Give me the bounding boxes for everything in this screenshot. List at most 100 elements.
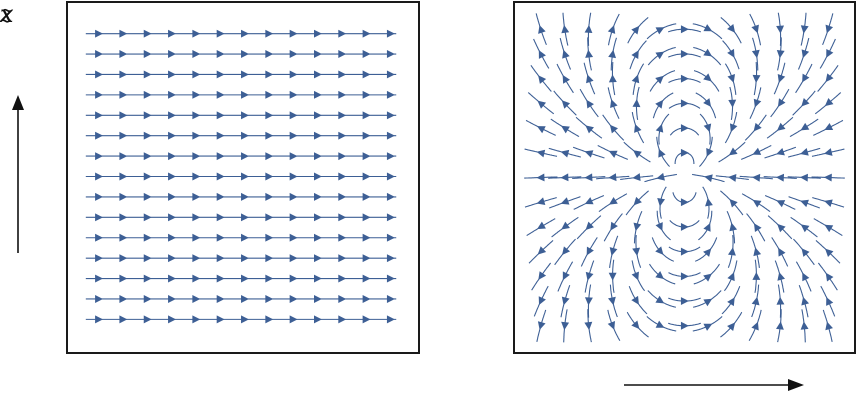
uniform-field-arrowhead: [265, 213, 274, 222]
uniform-field-arrowhead: [362, 29, 371, 38]
dipole-field-arrowhead: [703, 222, 711, 232]
uniform-field-arrowhead: [143, 295, 152, 303]
dipole-field-arrowhead: [538, 25, 546, 34]
uniform-field-arrowhead: [386, 192, 395, 201]
dipole-field-arrowhead: [826, 49, 834, 58]
dipole-field-arrowhead: [680, 272, 689, 281]
uniform-field-arrowhead: [265, 90, 274, 99]
uniform-field-arrowhead: [289, 50, 298, 58]
dipole-field-arrowhead: [680, 74, 689, 83]
dipole-field-arrowhead: [680, 50, 689, 58]
dipole-field-arrowhead: [704, 174, 713, 183]
dipole-field-arrowhead: [775, 173, 785, 182]
uniform-field-arrowhead: [241, 233, 249, 242]
x-axis-arrow: [12, 95, 24, 253]
dipole-field-arrowhead: [800, 321, 809, 330]
dipole-field-arrowhead: [562, 49, 570, 59]
uniform-field-arrowhead: [192, 70, 201, 79]
uniform-field-arrowhead: [289, 111, 298, 120]
dipole-field-arrowhead: [584, 173, 593, 182]
uniform-field-arrowhead: [192, 192, 201, 201]
dipole-field-arrowhead: [705, 197, 713, 207]
uniform-field-arrowhead: [192, 254, 201, 263]
uniform-field-arrowhead: [168, 233, 176, 242]
dipole-field-arrowhead: [703, 73, 712, 82]
uniform-field-arrowhead: [289, 213, 298, 222]
dipole-field-arrowhead: [658, 148, 666, 158]
dipole-field-arrowhead: [608, 196, 618, 205]
uniform-field-arrowhead: [265, 111, 274, 120]
dipole-field-arrowhead: [561, 296, 570, 306]
dipole-field-arrowhead: [706, 147, 714, 157]
uniform-field-arrowhead: [168, 172, 176, 181]
uniform-field-arrowhead: [362, 172, 371, 181]
dipole-field-arrowhead: [655, 27, 665, 35]
uniform-field-arrowhead: [265, 274, 274, 283]
uniform-field-arrowhead: [241, 90, 249, 99]
uniform-field-arrowhead: [95, 213, 104, 222]
uniform-field-arrowhead: [313, 50, 322, 58]
uniform-field-arrowhead: [95, 192, 104, 201]
dipole-field-arrowhead: [752, 147, 762, 155]
uniform-field-arrowhead: [95, 29, 104, 38]
uniform-field-arrowhead: [241, 50, 249, 58]
uniform-field-arrowhead: [143, 90, 152, 99]
uniform-field-arrowhead: [386, 233, 395, 242]
dipole-field-arrowhead: [538, 75, 547, 84]
uniform-field-arrowhead: [216, 152, 225, 161]
dipole-field-arrowhead: [655, 222, 663, 231]
dipole-field-arrowhead: [584, 321, 593, 331]
dipole-field-arrowhead: [607, 25, 616, 34]
uniform-field-arrowhead: [216, 315, 225, 324]
uniform-field-arrowhead: [386, 70, 395, 79]
dipole-field-arrowhead: [585, 49, 594, 58]
uniform-field-arrowhead: [168, 90, 176, 99]
uniform-field-arrowhead: [313, 254, 322, 263]
z-axis-label: z: [0, 0, 13, 28]
dipole-field-arrowhead: [680, 222, 689, 231]
uniform-field-arrowhead: [362, 254, 371, 263]
dipole-field-arrowhead: [680, 198, 689, 207]
dipole-field-arrowhead: [608, 173, 617, 182]
dipole-field-arrowhead: [538, 50, 546, 59]
uniform-field-arrowhead: [119, 50, 128, 58]
dipole-field-arrowhead: [752, 173, 761, 182]
dipole-field-arrowhead: [801, 296, 810, 306]
uniform-field-arrowhead: [216, 233, 225, 242]
uniform-field-arrowhead: [313, 131, 322, 140]
dipole-field-arrowhead: [823, 173, 832, 182]
dipole-field-arrowhead: [608, 272, 617, 281]
uniform-field-arrowhead: [168, 29, 176, 38]
uniform-field-arrowhead: [119, 70, 128, 79]
uniform-field-arrowhead: [192, 131, 201, 140]
uniform-field-arrowhead: [143, 274, 152, 283]
uniform-field-arrowhead: [216, 213, 225, 222]
uniform-field-arrowhead: [95, 254, 104, 263]
uniform-field-arrowhead: [241, 295, 249, 303]
uniform-field-arrowhead: [338, 152, 347, 161]
dipole-field-arrowhead: [560, 149, 570, 158]
uniform-field-arrowhead: [386, 152, 395, 161]
dipole-field-arrowhead: [800, 25, 809, 34]
uniform-field-arrowhead: [192, 90, 201, 99]
uniform-field-arrowhead: [95, 70, 104, 79]
dipole-field-arrowhead: [824, 122, 834, 131]
dipole-field-arrowhead: [536, 173, 545, 182]
dipole-field-arrowhead: [586, 74, 594, 84]
dipole-field-arrowhead: [800, 224, 810, 233]
dipole-field-arrowhead: [727, 247, 736, 256]
uniform-field-arrowhead: [338, 315, 347, 324]
uniform-field-arrowhead: [143, 70, 152, 79]
dipole-field-line: [652, 92, 674, 119]
dipole-field-arrowhead: [751, 49, 760, 59]
uniform-field-arrowhead: [95, 131, 104, 140]
uniform-field-arrowhead: [338, 254, 347, 263]
dipole-field-arrowhead: [680, 247, 689, 256]
uniform-field-arrowhead: [362, 192, 371, 201]
uniform-field-arrowhead: [289, 90, 298, 99]
uniform-field-arrowhead: [241, 274, 249, 283]
uniform-field-arrowhead: [192, 152, 201, 161]
uniform-field-arrowhead: [289, 29, 298, 38]
uniform-field-arrowhead: [338, 233, 347, 242]
uniform-field-arrowhead: [119, 29, 128, 38]
